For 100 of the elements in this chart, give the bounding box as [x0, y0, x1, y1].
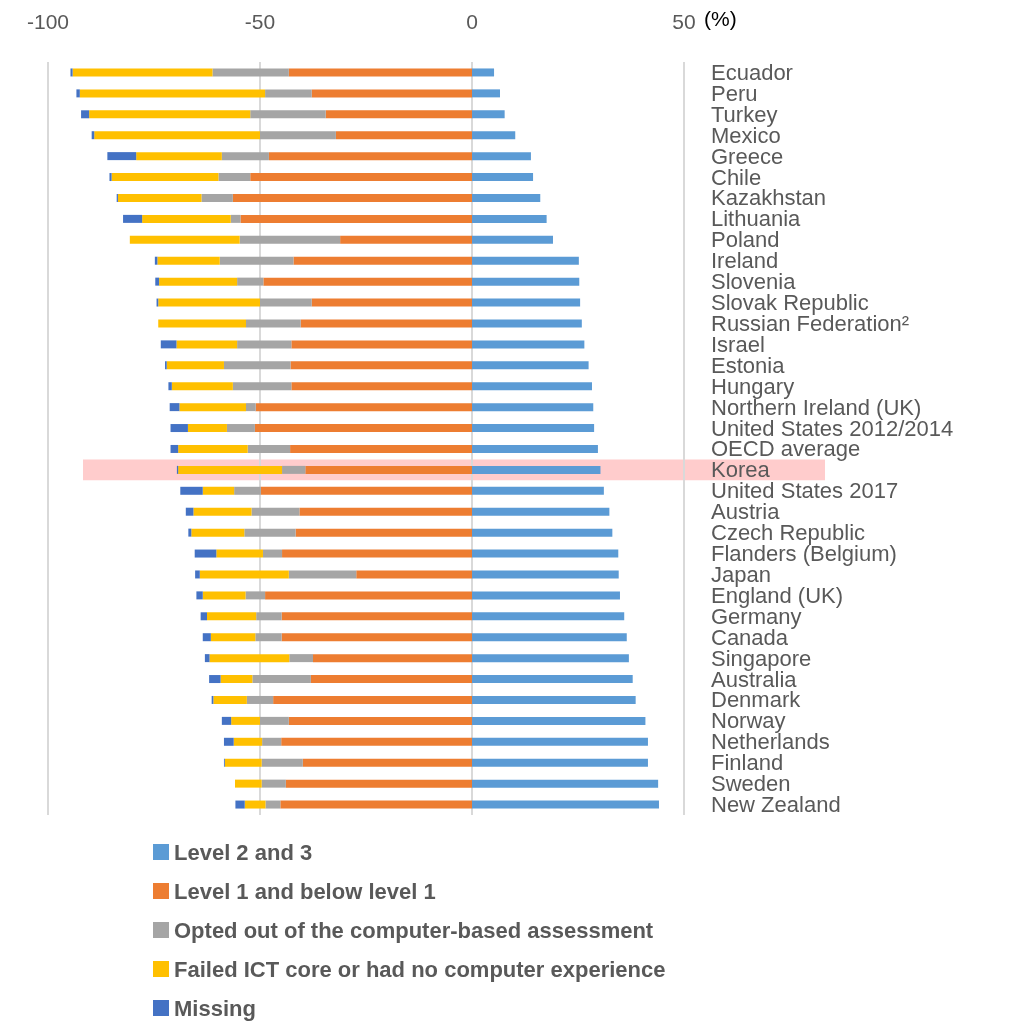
bar	[239, 235, 341, 244]
bar	[185, 507, 194, 516]
bar	[295, 528, 472, 537]
bar	[157, 256, 220, 265]
bar	[305, 465, 472, 474]
bar	[223, 737, 234, 746]
bar	[290, 444, 472, 453]
bar	[472, 89, 500, 98]
bar	[179, 403, 247, 412]
bar	[265, 591, 472, 600]
bar	[472, 465, 601, 474]
legend-label: Level 2 and 3	[174, 839, 313, 865]
bar	[281, 612, 472, 621]
bar	[232, 193, 472, 202]
x-tick-label: 50	[672, 10, 696, 33]
bar	[313, 654, 472, 663]
bar	[142, 214, 231, 223]
bar	[89, 110, 251, 119]
bar	[81, 110, 90, 119]
bar	[250, 110, 326, 119]
bar	[178, 465, 283, 474]
bar	[213, 695, 247, 704]
bar	[356, 570, 472, 579]
bar	[193, 507, 252, 516]
bar	[472, 633, 627, 642]
bar	[288, 570, 357, 579]
bar	[472, 737, 648, 746]
bar	[245, 591, 266, 600]
bar	[251, 507, 300, 516]
bar	[472, 695, 636, 704]
bar	[250, 173, 472, 182]
bar	[472, 758, 648, 767]
bar	[117, 193, 202, 202]
bar	[221, 716, 232, 725]
bar	[204, 654, 210, 663]
bar	[472, 319, 582, 328]
bar	[472, 612, 625, 621]
bar	[281, 737, 472, 746]
bar	[472, 444, 598, 453]
bar	[472, 382, 592, 391]
bar	[111, 173, 219, 182]
bar	[220, 675, 253, 684]
bar	[170, 444, 179, 453]
bar	[280, 800, 472, 809]
bar	[123, 214, 143, 223]
bar	[234, 779, 262, 788]
bar	[273, 695, 472, 704]
bar	[288, 716, 472, 725]
bar	[166, 361, 224, 370]
legend-label: Level 1 and below level 1	[174, 878, 436, 904]
bar	[472, 570, 619, 579]
bar	[255, 633, 282, 642]
bar	[158, 319, 247, 328]
bar	[129, 235, 240, 244]
bar	[176, 340, 238, 349]
bar	[240, 214, 472, 223]
bar	[230, 214, 241, 223]
bar	[202, 486, 235, 495]
bar	[221, 152, 269, 161]
bar	[187, 424, 227, 433]
bar	[226, 424, 255, 433]
bar	[260, 716, 289, 725]
bar	[340, 235, 472, 244]
bar	[168, 382, 172, 391]
bar	[472, 256, 579, 265]
bar	[160, 340, 177, 349]
bar	[155, 277, 160, 286]
bar	[159, 277, 238, 286]
bar	[244, 800, 266, 809]
bar	[219, 256, 294, 265]
bar	[255, 403, 472, 412]
bar	[472, 528, 613, 537]
bar	[261, 758, 303, 767]
bar	[247, 444, 291, 453]
bar	[224, 758, 262, 767]
bar	[107, 152, 137, 161]
bar	[472, 152, 531, 161]
bar	[231, 716, 260, 725]
bar	[212, 68, 289, 77]
bar	[472, 675, 633, 684]
x-axis-title: (%)	[704, 7, 737, 30]
bar	[472, 110, 505, 119]
bar	[136, 152, 222, 161]
bar	[195, 570, 200, 579]
bar	[472, 68, 495, 77]
bar	[72, 68, 213, 77]
bar	[209, 654, 290, 663]
bar	[265, 800, 281, 809]
bar	[201, 193, 233, 202]
bar	[472, 654, 629, 663]
bar	[472, 193, 541, 202]
bar	[252, 675, 311, 684]
bar	[194, 549, 217, 558]
bar	[472, 800, 659, 809]
legend-label: Failed ICT core or had no computer experience	[174, 956, 666, 982]
bar	[171, 382, 233, 391]
bar	[246, 403, 256, 412]
bar	[180, 486, 203, 495]
bar	[200, 612, 207, 621]
bar	[268, 152, 472, 161]
